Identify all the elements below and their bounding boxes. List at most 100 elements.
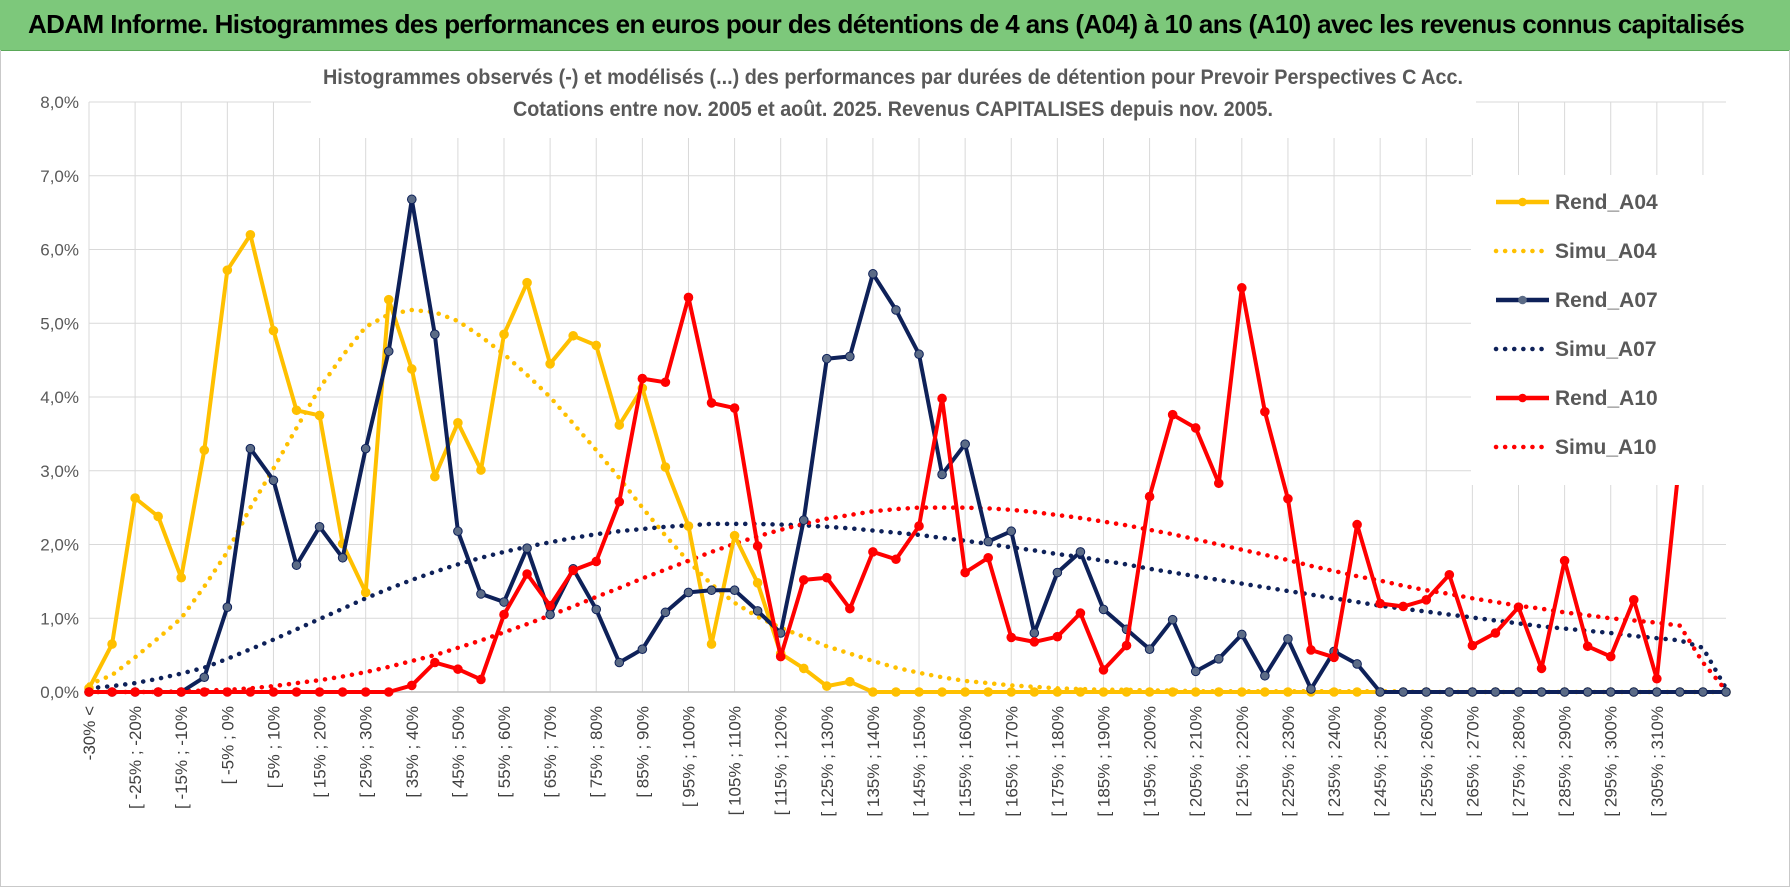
- point-rend-a10: [1075, 608, 1086, 618]
- point-rend-a04: [130, 493, 140, 503]
- point-rend-a10: [868, 547, 878, 557]
- point-rend-a04: [891, 687, 901, 697]
- y-tick-label: 0,0%: [40, 683, 79, 702]
- point-rend-a10: [798, 575, 809, 585]
- point-rend-a04: [1098, 687, 1109, 697]
- point-rend-a10: [337, 687, 348, 697]
- point-rend-a04: [1121, 687, 1132, 697]
- point-rend-a10: [983, 552, 993, 563]
- point-rend-a04: [1352, 687, 1362, 697]
- point-rend-a10: [1306, 645, 1316, 655]
- point-rend-a04: [568, 330, 578, 341]
- point-rend-a10: [614, 496, 625, 507]
- x-tick-label: [ 255% ; 260%: [1417, 706, 1436, 817]
- point-rend-a07: [798, 515, 809, 525]
- x-tick-label: [ 25% ; 30%: [357, 706, 376, 798]
- series-line-simu-a04: [86, 307, 1729, 695]
- x-tick-label: [ 5% ; 10%: [264, 706, 283, 788]
- point-rend-a10: [107, 687, 117, 697]
- point-rend-a07: [683, 587, 694, 598]
- legend-label-simu-a07: Simu_A07: [1555, 338, 1657, 361]
- legend-background: [1471, 175, 1727, 485]
- point-rend-a04: [822, 681, 832, 691]
- point-rend-a10: [268, 687, 279, 697]
- x-tick-label: [ 85% ; 90%: [633, 706, 652, 798]
- point-rend-a04: [752, 578, 763, 588]
- point-rend-a07: [1306, 684, 1316, 694]
- series-line-rend-a10: [89, 285, 1682, 694]
- x-tick-label: [ 295% ; 300%: [1602, 706, 1621, 817]
- point-rend-a10: [729, 403, 740, 413]
- point-rend-a10: [1098, 665, 1109, 675]
- point-rend-a07: [706, 585, 717, 596]
- point-rend-a07: [868, 269, 878, 279]
- legend-label-rend-a10: Rend_A10: [1555, 387, 1658, 410]
- point-rend-a04: [383, 294, 394, 305]
- x-tick-label: [ 95% ; 100%: [679, 706, 698, 807]
- point-rend-a07: [337, 552, 348, 563]
- x-tick-label: [ 65% ; 70%: [541, 706, 560, 798]
- x-tick-label: [ 275% ; 280%: [1509, 706, 1528, 817]
- x-tick-label: [ 125% ; 130%: [818, 706, 837, 817]
- point-rend-a07: [406, 194, 417, 205]
- x-tick-label: [ 55% ; 60%: [495, 706, 514, 798]
- point-rend-a10: [1605, 651, 1616, 662]
- y-tick-label: 4,0%: [40, 388, 79, 407]
- point-rend-a10: [1167, 409, 1178, 420]
- point-rend-a10: [406, 680, 417, 691]
- point-rend-a07: [268, 475, 279, 486]
- point-rend-a07: [1283, 634, 1293, 644]
- point-rend-a07: [1675, 687, 1685, 697]
- x-axis: -30% < [ -25% ; -20% [ -15% ; -10% [ -5% ; …: [80, 706, 1667, 817]
- point-rend-a07: [383, 346, 394, 357]
- point-rend-a10: [1467, 640, 1478, 651]
- point-rend-a07: [522, 543, 532, 553]
- point-rend-a07: [1628, 687, 1639, 697]
- point-rend-a07: [1052, 567, 1063, 578]
- point-rend-a10: [430, 657, 440, 668]
- point-rend-a07: [1029, 628, 1040, 638]
- point-rend-a10: [291, 687, 302, 697]
- point-rend-a10: [1237, 283, 1247, 293]
- x-tick-label: [ 35% ; 40%: [403, 706, 422, 798]
- point-rend-a04: [868, 687, 878, 697]
- point-rend-a04: [937, 687, 947, 697]
- point-rend-a04: [960, 687, 970, 697]
- series-line-simu-a07: [86, 521, 1729, 691]
- point-rend-a07: [1006, 526, 1017, 537]
- point-rend-a04: [591, 340, 602, 351]
- point-rend-a10: [1144, 491, 1155, 502]
- legend: Rend_A04 Simu_A04 Rend_A07 Simu_A07 Rend_A10…: [1493, 191, 1658, 459]
- point-rend-a07: [476, 589, 486, 599]
- point-rend-a07: [1490, 687, 1501, 697]
- point-rend-a10: [222, 687, 233, 697]
- point-rend-a07: [983, 536, 993, 547]
- point-rend-a07: [660, 607, 671, 618]
- x-tick-label: -30% <: [80, 706, 99, 760]
- point-rend-a07: [960, 439, 970, 450]
- y-tick-label: 7,0%: [40, 167, 79, 186]
- point-rend-a07: [822, 353, 832, 364]
- chart: 0,0% 1,0% 2,0% 3,0% 4,0% 5,0% 6,0% 7,0% 8,0% -30…: [40, 60, 1731, 817]
- y-tick-label: 6,0%: [40, 241, 79, 260]
- x-tick-label: [ -5% ; 0%: [218, 706, 237, 784]
- x-tick-label: [ -25% ; -20%: [126, 706, 145, 809]
- point-rend-a10: [637, 373, 648, 384]
- point-rend-a10: [176, 687, 187, 697]
- point-rend-a10: [1029, 637, 1040, 647]
- point-rend-a10: [960, 567, 970, 578]
- point-rend-a10: [1190, 423, 1201, 433]
- point-rend-a10: [591, 556, 602, 567]
- point-rend-a04: [406, 364, 417, 374]
- y-tick-label: 2,0%: [40, 536, 79, 555]
- point-rend-a07: [1698, 687, 1708, 697]
- point-rend-a10: [822, 572, 832, 583]
- point-rend-a10: [153, 687, 163, 697]
- point-rend-a10: [937, 393, 947, 404]
- point-rend-a04: [545, 359, 555, 369]
- point-rend-a07: [752, 606, 763, 616]
- point-rend-a10: [1329, 652, 1339, 663]
- x-tick-label: [ -15% ; -10%: [172, 706, 191, 809]
- point-rend-a07: [1536, 687, 1547, 697]
- point-rend-a07: [1398, 687, 1409, 697]
